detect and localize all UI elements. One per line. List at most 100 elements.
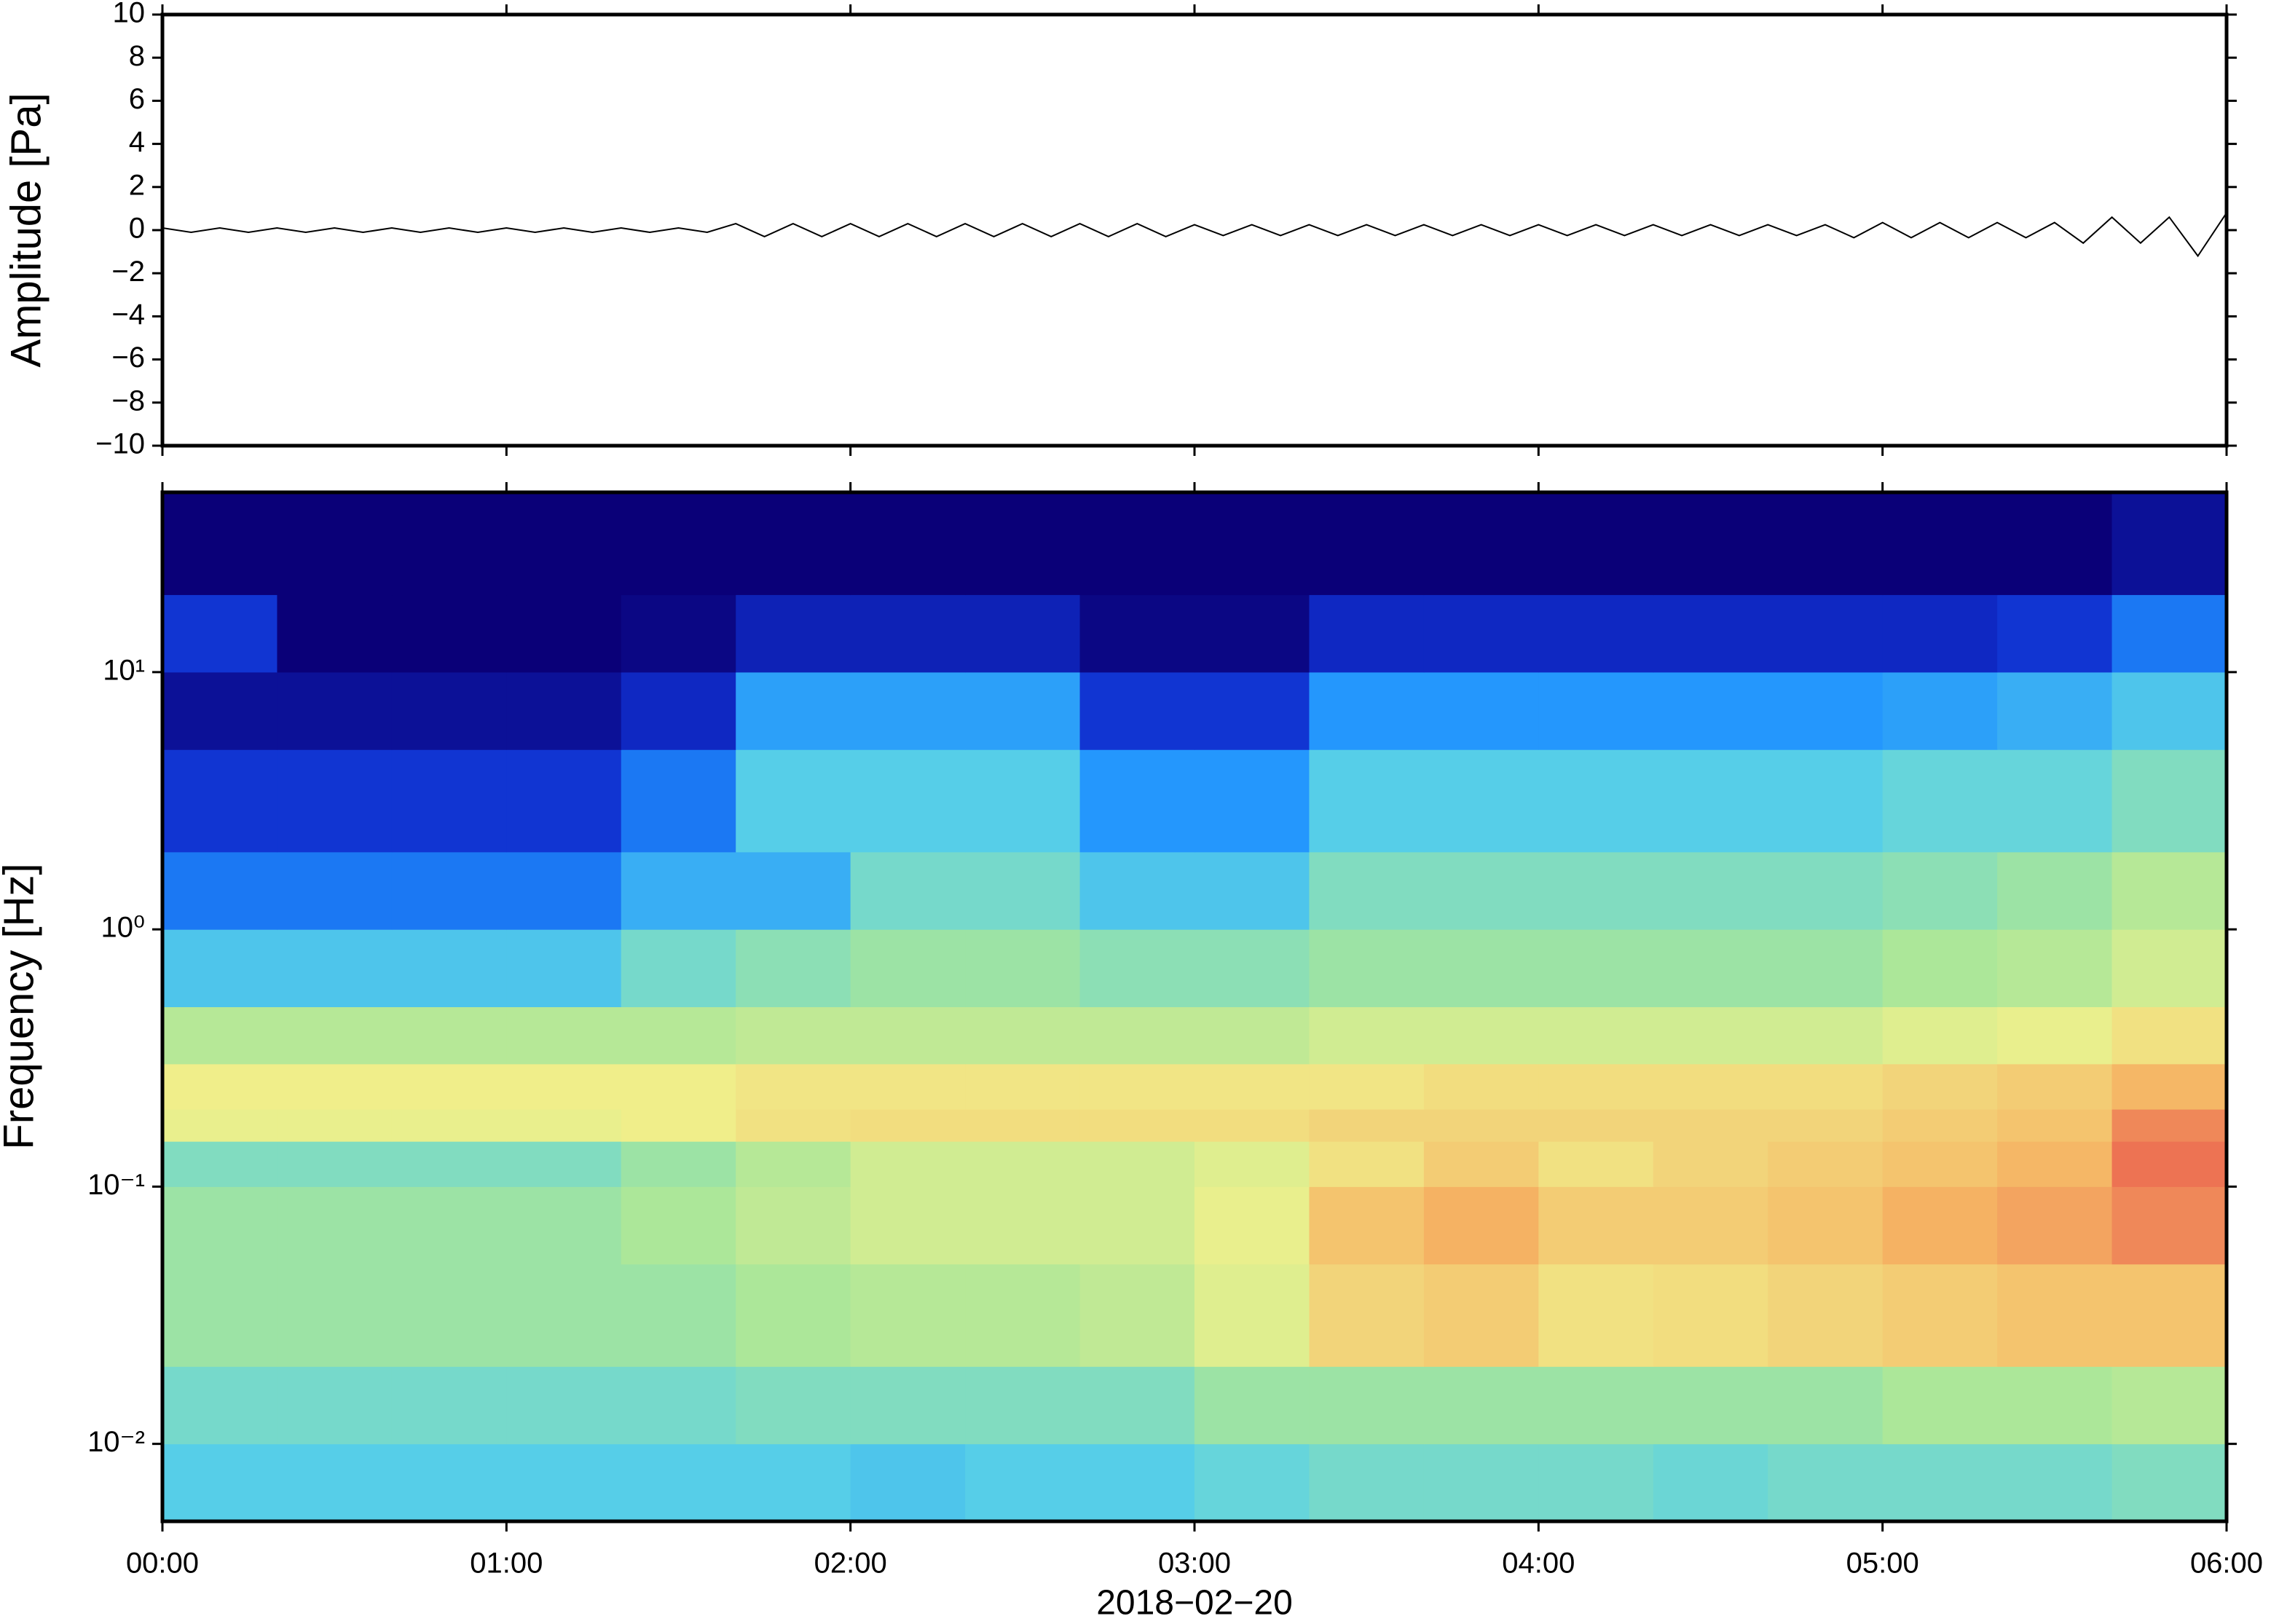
- heatmap-cell: [1882, 1063, 1998, 1110]
- x-tick-label: 00:00: [126, 1548, 199, 1580]
- heatmap-cell: [850, 929, 966, 1007]
- heatmap-cell: [1997, 1443, 2113, 1522]
- heatmap-cell: [162, 1366, 278, 1445]
- heatmap-cell: [965, 851, 1081, 930]
- heatmap-cell: [1997, 492, 2113, 596]
- heatmap-cell: [1882, 1141, 1998, 1187]
- heatmap-cell: [2111, 851, 2227, 930]
- heatmap-cell: [1768, 594, 1884, 673]
- heatmap-cell: [1079, 749, 1195, 853]
- heatmap-cell: [1079, 1006, 1195, 1065]
- heatmap-cell: [965, 671, 1081, 750]
- heatmap-cell: [1653, 1006, 1768, 1065]
- heatmap-cell: [2111, 749, 2227, 853]
- heatmap-cell: [1653, 1186, 1768, 1265]
- heatmap-cell: [965, 1264, 1081, 1367]
- heatmap-cell: [1768, 1063, 1884, 1110]
- heatmap-cell: [1997, 1141, 2113, 1187]
- heatmap-cell: [162, 671, 278, 750]
- heatmap-cell: [1538, 1443, 1654, 1522]
- heatmap-cell: [1653, 1109, 1768, 1142]
- heatmap-cell: [850, 594, 966, 673]
- heatmap-cell: [506, 1366, 622, 1445]
- heatmap-cell: [1079, 671, 1195, 750]
- heatmap-cell: [1882, 1443, 1998, 1522]
- x-tick-label: 03:00: [1158, 1548, 1231, 1580]
- heatmap-cell: [2111, 1264, 2227, 1367]
- heatmap-cell: [965, 1006, 1081, 1065]
- heatmap-cell: [506, 1063, 622, 1110]
- x-tick-label: 01:00: [470, 1548, 543, 1580]
- heatmap-cell: [391, 1366, 507, 1445]
- y-tick-label: 10⁻¹: [87, 1169, 145, 1201]
- heatmap-cell: [506, 1186, 622, 1265]
- heatmap-cell: [162, 492, 278, 596]
- heatmap-cell: [162, 851, 278, 930]
- x-tick-label: 04:00: [1502, 1548, 1575, 1580]
- heatmap-cell: [277, 594, 393, 673]
- heatmap-cell: [1538, 594, 1654, 673]
- heatmap-cell: [621, 1109, 736, 1142]
- heatmap-cell: [162, 594, 278, 673]
- heatmap-cell: [1538, 929, 1654, 1007]
- heatmap-cell: [965, 594, 1081, 673]
- heatmap-cell: [850, 1264, 966, 1367]
- heatmap-cell: [162, 1264, 278, 1367]
- heatmap-cell: [2111, 1443, 2227, 1522]
- heatmap-cell: [1423, 594, 1539, 673]
- heatmap-cell: [736, 492, 851, 596]
- heatmap-cell: [621, 749, 736, 853]
- y-tick-label: 4: [129, 126, 145, 158]
- heatmap-cell: [1194, 492, 1310, 596]
- heatmap-cell: [2111, 492, 2227, 596]
- heatmap-cell: [736, 594, 851, 673]
- heatmap-cell: [1882, 929, 1998, 1007]
- heatmap-cell: [391, 1186, 507, 1265]
- heatmap-cell: [965, 1186, 1081, 1265]
- heatmap-cell: [1194, 851, 1310, 930]
- heatmap-cell: [850, 671, 966, 750]
- y-tick-label: 10⁰: [101, 912, 145, 944]
- heatmap-cell: [1653, 851, 1768, 930]
- heatmap-cell: [1768, 1109, 1884, 1142]
- heatmap-cell: [1538, 1063, 1654, 1110]
- heatmap-cell: [506, 851, 622, 930]
- heatmap-cell: [621, 1063, 736, 1110]
- heatmap-cell: [162, 1063, 278, 1110]
- y-tick-label: 10⁻²: [87, 1426, 145, 1458]
- heatmap-cell: [850, 1006, 966, 1065]
- heatmap-cell: [736, 851, 851, 930]
- heatmap-cell: [621, 851, 736, 930]
- heatmap-cell: [1079, 1063, 1195, 1110]
- heatmap-cell: [391, 671, 507, 750]
- heatmap-cell: [1423, 1366, 1539, 1445]
- x-tick-label: 02:00: [814, 1548, 887, 1580]
- heatmap-cell: [1423, 749, 1539, 853]
- heatmap-cell: [1768, 749, 1884, 853]
- heatmap-cell: [1423, 1141, 1539, 1187]
- heatmap-cell: [1423, 671, 1539, 750]
- heatmap-cell: [277, 1063, 393, 1110]
- heatmap-cell: [736, 1006, 851, 1065]
- heatmap-cell: [277, 1006, 393, 1065]
- heatmap-cell: [1768, 1186, 1884, 1265]
- heatmap-cell: [2111, 671, 2227, 750]
- heatmap-cell: [1997, 1109, 2113, 1142]
- heatmap-cell: [277, 749, 393, 853]
- heatmap-cell: [277, 1366, 393, 1445]
- heatmap-cell: [391, 1141, 507, 1187]
- heatmap-cell: [391, 749, 507, 853]
- heatmap-cell: [2111, 594, 2227, 673]
- heatmap-cell: [1997, 1006, 2113, 1065]
- heatmap-cell: [736, 1443, 851, 1522]
- heatmap-cell: [277, 851, 393, 930]
- heatmap-cell: [506, 671, 622, 750]
- heatmap-cell: [1423, 492, 1539, 596]
- heatmap-cell: [1538, 1366, 1654, 1445]
- heatmap-cell: [1194, 1006, 1310, 1065]
- heatmap-cell: [621, 1006, 736, 1065]
- heatmap-cell: [1423, 1186, 1539, 1265]
- heatmap-cell: [1997, 1063, 2113, 1110]
- heatmap-cell: [850, 1063, 966, 1110]
